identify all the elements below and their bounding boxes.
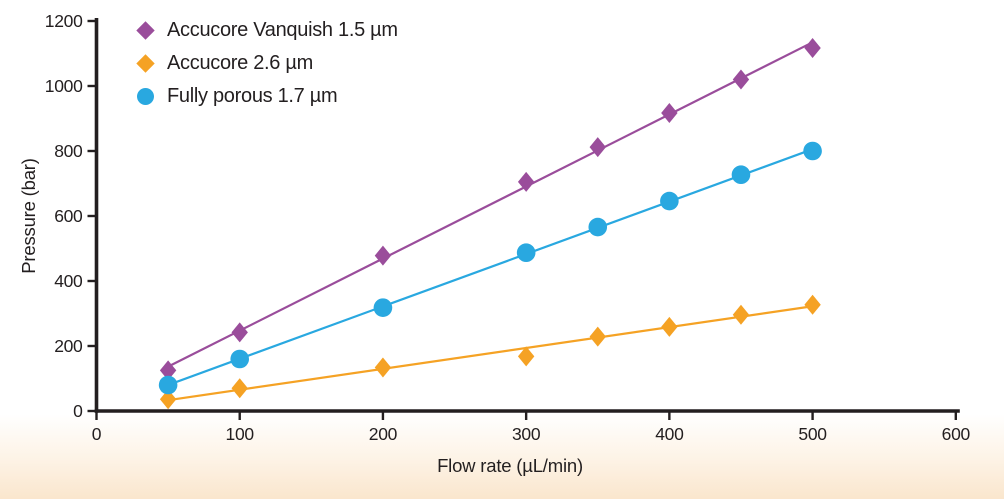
- legend-item-fully-porous: Fully porous 1.7 µm: [134, 80, 398, 113]
- data-point-diamond: [517, 171, 535, 192]
- y-tick-label: 400: [54, 271, 83, 291]
- data-point-diamond: [231, 378, 248, 399]
- data-point-diamond: [374, 245, 392, 266]
- data-point-diamond: [732, 69, 750, 90]
- data-point-circle: [516, 243, 536, 263]
- data-point-diamond: [804, 294, 821, 315]
- data-point-circle: [230, 349, 250, 369]
- data-point-diamond: [231, 322, 248, 343]
- x-tick-label: 0: [92, 424, 102, 444]
- y-tick-label: 1000: [45, 76, 83, 96]
- data-point-diamond: [804, 37, 821, 58]
- data-point-circle: [373, 298, 393, 317]
- y-tick-label: 1200: [45, 11, 83, 31]
- trend-line: [167, 148, 813, 387]
- data-point-circle: [158, 375, 178, 395]
- data-point-diamond: [159, 389, 177, 410]
- legend-label: Accucore 2.6 µm: [167, 52, 313, 74]
- chart-legend: Accucore Vanquish 1.5 µm Accucore 2.6 µm…: [134, 14, 398, 113]
- data-point-diamond: [661, 102, 678, 123]
- x-tick-label: 500: [798, 424, 827, 444]
- legend-marker-box: [134, 86, 156, 108]
- legend-item-accucore-vanquish: Accucore Vanquish 1.5 µm: [134, 14, 398, 47]
- x-tick-label: 600: [942, 424, 971, 444]
- x-axis-title: Flow rate (µL/min): [437, 455, 583, 476]
- x-tick-label: 400: [655, 424, 684, 444]
- y-tick-label: 600: [54, 206, 83, 226]
- legend-label: Accucore Vanquish 1.5 µm: [167, 19, 398, 41]
- y-axis-title: Pressure (bar): [18, 158, 39, 274]
- legend-label: Fully porous 1.7 µm: [167, 85, 338, 107]
- purple-diamond-icon: [135, 21, 155, 40]
- data-point-circle: [731, 165, 751, 185]
- x-tick-label: 300: [512, 424, 541, 444]
- data-point-circle: [660, 191, 679, 211]
- data-point-diamond: [517, 346, 535, 367]
- data-point-diamond: [159, 360, 177, 381]
- trend-line: [167, 41, 814, 368]
- y-tick-label: 800: [54, 141, 83, 161]
- trend-line: [167, 305, 813, 402]
- data-point-diamond: [732, 304, 750, 325]
- data-point-diamond: [374, 357, 392, 378]
- data-point-circle: [588, 217, 608, 237]
- legend-marker-box: [134, 53, 156, 75]
- blue-circle-icon: [136, 88, 154, 105]
- y-tick-label: 0: [73, 401, 83, 421]
- x-tick-label: 200: [369, 424, 398, 444]
- orange-diamond-icon: [135, 54, 155, 73]
- data-point-diamond: [661, 316, 678, 337]
- y-tick-label: 200: [54, 336, 83, 356]
- legend-marker-box: [134, 20, 156, 42]
- data-point-circle: [803, 141, 822, 161]
- data-point-diamond: [589, 326, 606, 347]
- x-tick-label: 100: [226, 424, 255, 444]
- legend-item-accucore: Accucore 2.6 µm: [134, 47, 398, 80]
- data-point-diamond: [589, 137, 606, 158]
